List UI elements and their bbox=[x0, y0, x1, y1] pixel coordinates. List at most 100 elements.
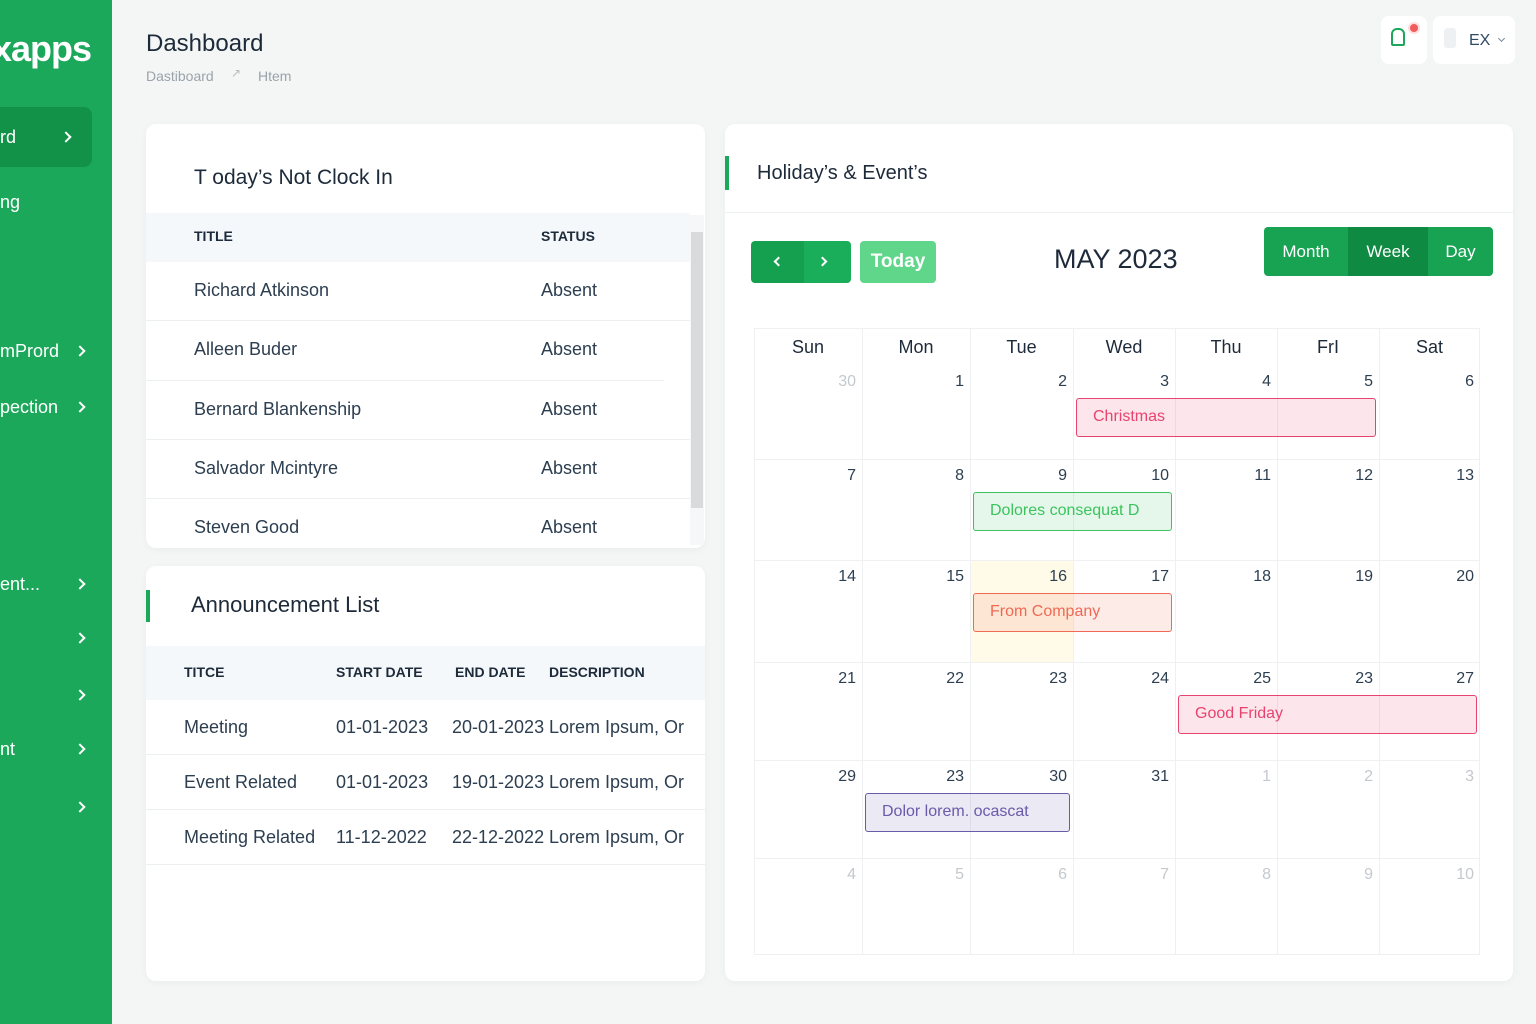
grid-line bbox=[970, 328, 971, 955]
scrollbar-thumb[interactable] bbox=[691, 232, 703, 508]
nav-item[interactable]: ent... bbox=[0, 574, 41, 594]
table-cell: 19-01-2023 bbox=[452, 772, 545, 792]
view-button[interactable]: Week bbox=[1348, 227, 1428, 276]
day-number[interactable]: 8 bbox=[1262, 866, 1271, 883]
grid-line bbox=[754, 459, 1480, 460]
day-number[interactable]: 27 bbox=[1456, 670, 1474, 687]
day-number[interactable]: 1 bbox=[1262, 768, 1271, 785]
day-number[interactable]: 30 bbox=[838, 373, 856, 390]
table-cell: Alleen Buder bbox=[194, 339, 298, 360]
table-header bbox=[146, 213, 690, 262]
weekday: FrI bbox=[1317, 337, 1339, 357]
view-button[interactable]: Month bbox=[1264, 227, 1348, 276]
day-number[interactable]: 17 bbox=[1151, 568, 1169, 585]
column-header: TITLE bbox=[194, 228, 233, 244]
day-number[interactable]: 6 bbox=[1058, 866, 1067, 883]
day-number[interactable]: 10 bbox=[1151, 467, 1169, 484]
table-cell: Lorem Ipsum, Or bbox=[549, 827, 685, 847]
nav-item[interactable]: pection bbox=[0, 397, 59, 417]
day-number[interactable]: 23 bbox=[1355, 670, 1373, 687]
next-button[interactable] bbox=[804, 241, 851, 283]
day-number[interactable]: 23 bbox=[946, 768, 964, 785]
day-number[interactable]: 6 bbox=[1465, 373, 1474, 390]
weekday: Tue bbox=[1006, 337, 1037, 357]
column-header: STATUS bbox=[541, 228, 595, 244]
card-title: Holiday’s & Event’s bbox=[757, 162, 928, 184]
card-accent bbox=[146, 590, 150, 622]
table-cell: Absent bbox=[541, 398, 598, 419]
day-number[interactable]: 2 bbox=[1058, 373, 1067, 390]
weekday: Sun bbox=[791, 337, 825, 357]
day-number[interactable]: 10 bbox=[1456, 866, 1474, 883]
day-number[interactable]: 4 bbox=[1262, 373, 1271, 390]
bell-icon bbox=[1391, 28, 1405, 46]
sidebar bbox=[0, 0, 112, 1024]
table-cell: Richard Atkinson bbox=[194, 280, 330, 300]
nav-item[interactable]: nt bbox=[0, 739, 16, 759]
table-cell: Event Related bbox=[184, 772, 298, 792]
day-number[interactable]: 2 bbox=[1364, 768, 1373, 785]
day-number[interactable]: 30 bbox=[1049, 768, 1067, 785]
day-number[interactable]: 22 bbox=[946, 670, 964, 687]
table-cell: Lorem Ipsum, Or bbox=[549, 772, 685, 792]
day-number[interactable]: 21 bbox=[838, 670, 856, 687]
day-number[interactable]: 24 bbox=[1151, 670, 1169, 687]
day-number[interactable]: 3 bbox=[1160, 373, 1169, 390]
calendar-event[interactable]: Dolores consequat D bbox=[973, 492, 1172, 531]
row-divider bbox=[146, 438, 690, 440]
day-number[interactable]: 20 bbox=[1456, 568, 1474, 585]
table-cell: Salvador Mcintyre bbox=[194, 457, 339, 478]
day-number[interactable]: 7 bbox=[1160, 866, 1169, 883]
row-divider bbox=[146, 864, 705, 865]
table-cell: Meeting bbox=[184, 717, 249, 737]
weekday: Wed bbox=[1105, 337, 1143, 357]
nav-item[interactable]: mPrord bbox=[0, 341, 60, 361]
breadcrumb-sep: ↗ bbox=[231, 66, 242, 80]
calendar-event[interactable]: From Company bbox=[973, 593, 1172, 632]
day-number[interactable]: 9 bbox=[1364, 866, 1373, 883]
weekday: Mon bbox=[898, 337, 934, 357]
announcement-card bbox=[146, 566, 705, 981]
nav-item[interactable]: rd bbox=[0, 127, 17, 147]
day-number[interactable]: 18 bbox=[1253, 568, 1271, 585]
calendar-event[interactable]: Good Friday bbox=[1178, 695, 1477, 734]
table-cell: 01-01-2023 bbox=[336, 772, 429, 792]
day-number[interactable]: 19 bbox=[1355, 568, 1373, 585]
nav-item[interactable]: ng bbox=[0, 192, 21, 212]
day-number[interactable]: 25 bbox=[1253, 670, 1271, 687]
day-number[interactable]: 12 bbox=[1355, 467, 1373, 484]
table-cell: 20-01-2023 bbox=[452, 717, 545, 737]
day-number[interactable]: 31 bbox=[1151, 768, 1169, 785]
day-number[interactable]: 15 bbox=[946, 568, 964, 585]
day-number[interactable]: 11 bbox=[1254, 467, 1271, 484]
card-title: T oday’s Not Clock In bbox=[194, 166, 393, 189]
day-number[interactable]: 8 bbox=[955, 467, 964, 484]
column-header: TITCE bbox=[184, 664, 225, 680]
table-header bbox=[146, 646, 705, 700]
today-button[interactable]: Today bbox=[860, 241, 936, 283]
view-button[interactable]: Day bbox=[1428, 227, 1493, 276]
grid-line bbox=[862, 328, 863, 955]
grid-frame bbox=[754, 328, 1480, 955]
calendar-event[interactable]: Christmas bbox=[1076, 398, 1376, 437]
grid-line bbox=[1277, 328, 1278, 955]
prev-button[interactable] bbox=[751, 241, 804, 283]
day-number[interactable]: 3 bbox=[1465, 768, 1474, 785]
day-number[interactable]: 13 bbox=[1456, 467, 1474, 484]
day-number[interactable]: 29 bbox=[838, 768, 856, 785]
day-number[interactable]: 23 bbox=[1049, 670, 1067, 687]
day-number[interactable]: 16 bbox=[1049, 568, 1067, 585]
clock-in-card bbox=[146, 124, 705, 548]
day-number[interactable]: 7 bbox=[847, 467, 856, 484]
language: EX bbox=[1469, 32, 1491, 49]
day-number[interactable]: 5 bbox=[955, 866, 964, 883]
day-number[interactable]: 9 bbox=[1058, 467, 1067, 484]
day-number[interactable]: 1 bbox=[955, 373, 964, 390]
column-header: END DATE bbox=[455, 664, 526, 680]
column-header: START DATE bbox=[336, 664, 423, 680]
day-number[interactable]: 4 bbox=[847, 866, 856, 883]
calendar-event[interactable]: Dolor lorem. ocascat bbox=[865, 793, 1070, 832]
day-number[interactable]: 14 bbox=[838, 568, 856, 585]
day-number[interactable]: 5 bbox=[1364, 373, 1373, 390]
nav-active bbox=[0, 107, 92, 167]
